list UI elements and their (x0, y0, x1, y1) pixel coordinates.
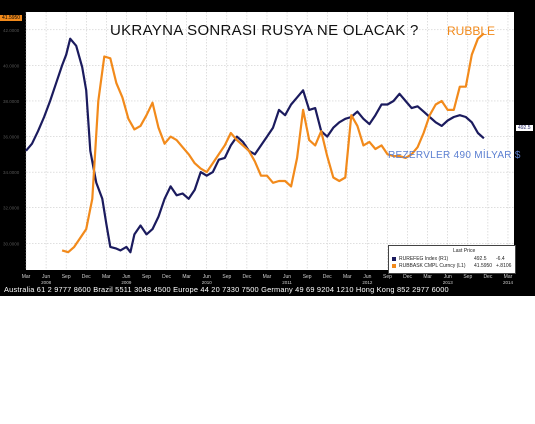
x-tick-label: Sep (222, 274, 231, 280)
x-tick-label: Sep (142, 274, 151, 280)
series-line-rubbask-cmpl-curncy (61, 32, 485, 254)
legend-entry-reserves: RUREFEG Index (R1) 492.5 -6.4 (392, 256, 512, 263)
y-axis-ticks: 30.0000 32.0000 34.0000 36.0000 38.0000 40.00… (3, 28, 20, 247)
y-tick-label: 34.0000 (3, 170, 20, 175)
legend-entry-ruble: RUBBASK CMPL Curncy (L1) 41.5950 +.8106 (392, 263, 512, 270)
x-tick-label: Mar (263, 274, 272, 280)
x-year-label: 2009 (121, 280, 132, 285)
y-tick-label: 42.0000 (3, 28, 20, 33)
x-tick-label: Dec (483, 274, 492, 280)
legend-swatch-orange (392, 264, 396, 268)
chart-title: UKRAYNA SONRASI RUSYA NE OLACAK ? (110, 22, 419, 39)
x-tick-label: Jun (283, 274, 291, 280)
reserves-annotation: REZERVLER 490 MİLYAR $ (388, 150, 521, 161)
x-tick-label: Mar (504, 274, 513, 280)
y-tick-label: 36.0000 (3, 135, 20, 140)
y-tick-label: 32.0000 (3, 206, 20, 211)
legend-header: Last Price (453, 248, 476, 254)
x-year-label: 2011 (282, 280, 292, 285)
series-line-rurefeg-index (25, 37, 485, 254)
x-tick-label: Sep (62, 274, 71, 280)
y-tick-label: 40.0000 (3, 63, 20, 68)
plot-background (26, 12, 514, 270)
x-tick-label: Mar (423, 274, 432, 280)
x-tick-label: Jun (363, 274, 371, 280)
x-tick-label: Jun (42, 274, 50, 280)
legend-entry-value: 492.5 (474, 256, 487, 262)
legend: Last Price RUREFEG Index (R1) 492.5 -6.4… (388, 245, 516, 274)
x-tick-label: Jun (444, 274, 452, 280)
series-lines (25, 32, 485, 254)
y-tick-label: 30.0000 (3, 241, 20, 246)
x-tick-label: Dec (162, 274, 171, 280)
legend-entry-value: 41.5950 (474, 263, 493, 269)
x-tick-label: Mar (343, 274, 352, 280)
legend-swatch-navy (392, 257, 396, 261)
x-year-label: 2010 (202, 280, 213, 285)
legend-entry-name: RUBBASK CMPL Curncy (L1) (399, 263, 466, 269)
x-axis-ticks: Mar Jun Sep Dec Mar Jun Sep Dec Mar Jun Sep Dec Mar J… (22, 274, 514, 285)
x-tick-label: Mar (102, 274, 111, 280)
x-tick-label: Dec (403, 274, 412, 280)
chart-frame: 30.0000 32.0000 34.0000 36.0000 38.0000 40.00… (0, 0, 535, 296)
x-year-label: 2013 (443, 280, 454, 285)
x-tick-label: Dec (82, 274, 91, 280)
x-tick-label: Mar (182, 274, 191, 280)
x-year-label: 2008 (41, 280, 52, 285)
x-year-label: 2012 (362, 280, 373, 285)
last-price-tag-right: 492.5 (516, 125, 533, 131)
x-tick-label: Mar (22, 274, 31, 280)
legend-entry-name: RUREFEG Index (R1) (399, 256, 449, 262)
legend-entry-change: -6.4 (496, 256, 505, 262)
chart-plot: 30.0000 32.0000 34.0000 36.0000 38.0000 40.00… (3, 12, 514, 285)
x-year-label: 2014 (503, 280, 514, 285)
y-tick-label: 38.0000 (3, 99, 20, 104)
grid-lines (25, 12, 514, 270)
x-tick-label: Sep (463, 274, 472, 280)
x-tick-label: Dec (323, 274, 332, 280)
x-tick-label: Jun (203, 274, 211, 280)
x-tick-label: Jun (122, 274, 130, 280)
legend-entry-change: +.8106 (496, 263, 512, 269)
x-tick-label: Dec (242, 274, 251, 280)
rubble-annotation: RUBBLE (447, 24, 496, 38)
last-price-tag-left: 41.5950 (0, 15, 23, 21)
x-tick-label: Sep (303, 274, 312, 280)
x-tick-label: Sep (383, 274, 392, 280)
footer-ticker: Australia 61 2 9777 8600 Brazil 5511 304… (4, 285, 449, 294)
